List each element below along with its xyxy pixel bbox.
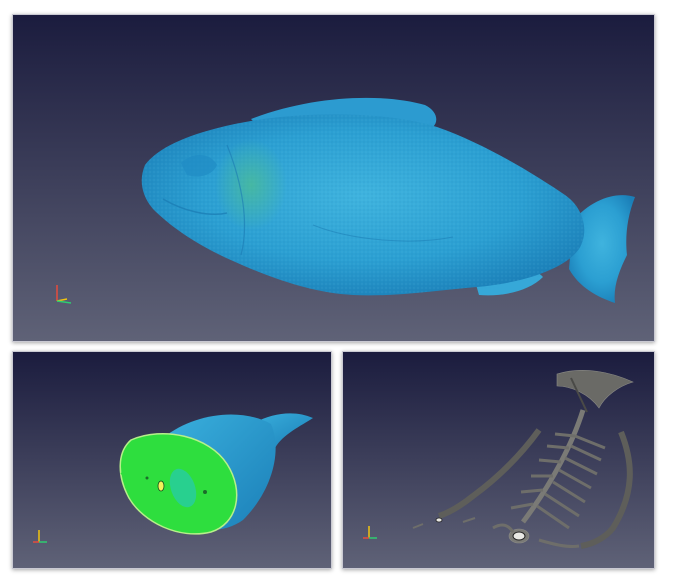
orientation-axes-br	[363, 526, 377, 539]
fish-skeleton-canvas	[343, 352, 654, 568]
fish-body-mesh	[141, 97, 635, 303]
orientation-axes-top	[56, 285, 72, 304]
cross-section-face	[119, 433, 238, 535]
fish-cross-section-view[interactable]	[12, 351, 332, 569]
fish-cross-section-canvas	[13, 352, 331, 568]
fish-skeleton-view[interactable]	[342, 351, 655, 569]
fish-surface-view[interactable]	[12, 14, 655, 342]
fish-skeleton	[412, 369, 634, 549]
orientation-axes-bl	[33, 530, 47, 543]
fish-surface-canvas	[13, 15, 654, 341]
